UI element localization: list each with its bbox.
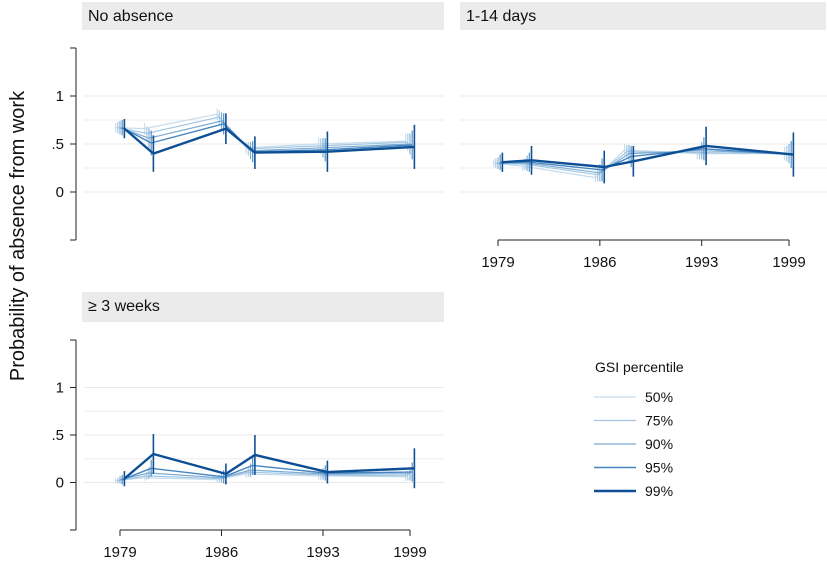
panel-2: 1-14 days 1979 1986 1993 1999 bbox=[460, 2, 827, 271]
series-line bbox=[123, 127, 415, 155]
series-95pct bbox=[499, 137, 792, 182]
panel-title: 1-14 days bbox=[466, 8, 536, 25]
series-line bbox=[115, 473, 406, 482]
panel-title-bar bbox=[460, 2, 826, 30]
series-line bbox=[121, 464, 413, 481]
y-tick-label: 0 bbox=[56, 475, 64, 492]
series-line bbox=[493, 149, 785, 179]
y-tick-label: 1 bbox=[56, 380, 64, 397]
legend: GSI percentile 50% 75% 90% 95% 99% bbox=[594, 359, 684, 499]
series-95pct bbox=[121, 113, 413, 163]
x-tick-label: 1986 bbox=[205, 544, 238, 561]
series-line bbox=[123, 452, 415, 480]
legend-label: 75% bbox=[645, 413, 673, 429]
panel-1: No absence 0 .5 1 bbox=[51, 2, 444, 241]
series-line bbox=[119, 469, 410, 481]
y-axis-label: Probability of absence from work bbox=[7, 90, 29, 381]
x-tick-label: 1986 bbox=[583, 254, 616, 271]
x-tick-label: 1999 bbox=[772, 254, 805, 271]
series-line bbox=[502, 144, 794, 169]
series-90pct bbox=[497, 142, 790, 182]
y-tick-label: 1 bbox=[56, 88, 64, 105]
legend-title: GSI percentile bbox=[595, 359, 684, 375]
series-75pct bbox=[495, 144, 788, 182]
panel-3: ≥ 3 weeks 0 .5 1 1979 1986 1993 1999 bbox=[51, 292, 444, 561]
x-tick-label: 1979 bbox=[103, 544, 136, 561]
series-99pct bbox=[501, 126, 795, 184]
legend-label: 95% bbox=[645, 460, 673, 476]
legend-label: 90% bbox=[645, 436, 673, 452]
panel-title: No absence bbox=[88, 8, 173, 25]
series-line bbox=[500, 148, 792, 171]
series-line bbox=[495, 151, 787, 176]
series-99pct bbox=[123, 113, 416, 172]
y-tick-label: 0 bbox=[56, 184, 64, 201]
legend-label: 99% bbox=[645, 483, 673, 499]
panel-title-bar bbox=[82, 2, 444, 30]
series-99pct bbox=[123, 434, 416, 489]
y-tick-label: .5 bbox=[51, 427, 64, 444]
panel-title-bar bbox=[82, 292, 444, 322]
series-line bbox=[117, 471, 408, 482]
panel-title: ≥ 3 weeks bbox=[88, 298, 160, 315]
x-tick-label: 1993 bbox=[306, 544, 339, 561]
legend-label: 50% bbox=[645, 389, 673, 405]
x-tick-label: 1999 bbox=[393, 544, 426, 561]
series-50pct bbox=[115, 470, 407, 483]
y-tick-label: .5 bbox=[51, 136, 64, 153]
x-tick-label: 1979 bbox=[481, 254, 514, 271]
series-line bbox=[498, 150, 790, 174]
x-tick-label: 1993 bbox=[685, 254, 718, 271]
